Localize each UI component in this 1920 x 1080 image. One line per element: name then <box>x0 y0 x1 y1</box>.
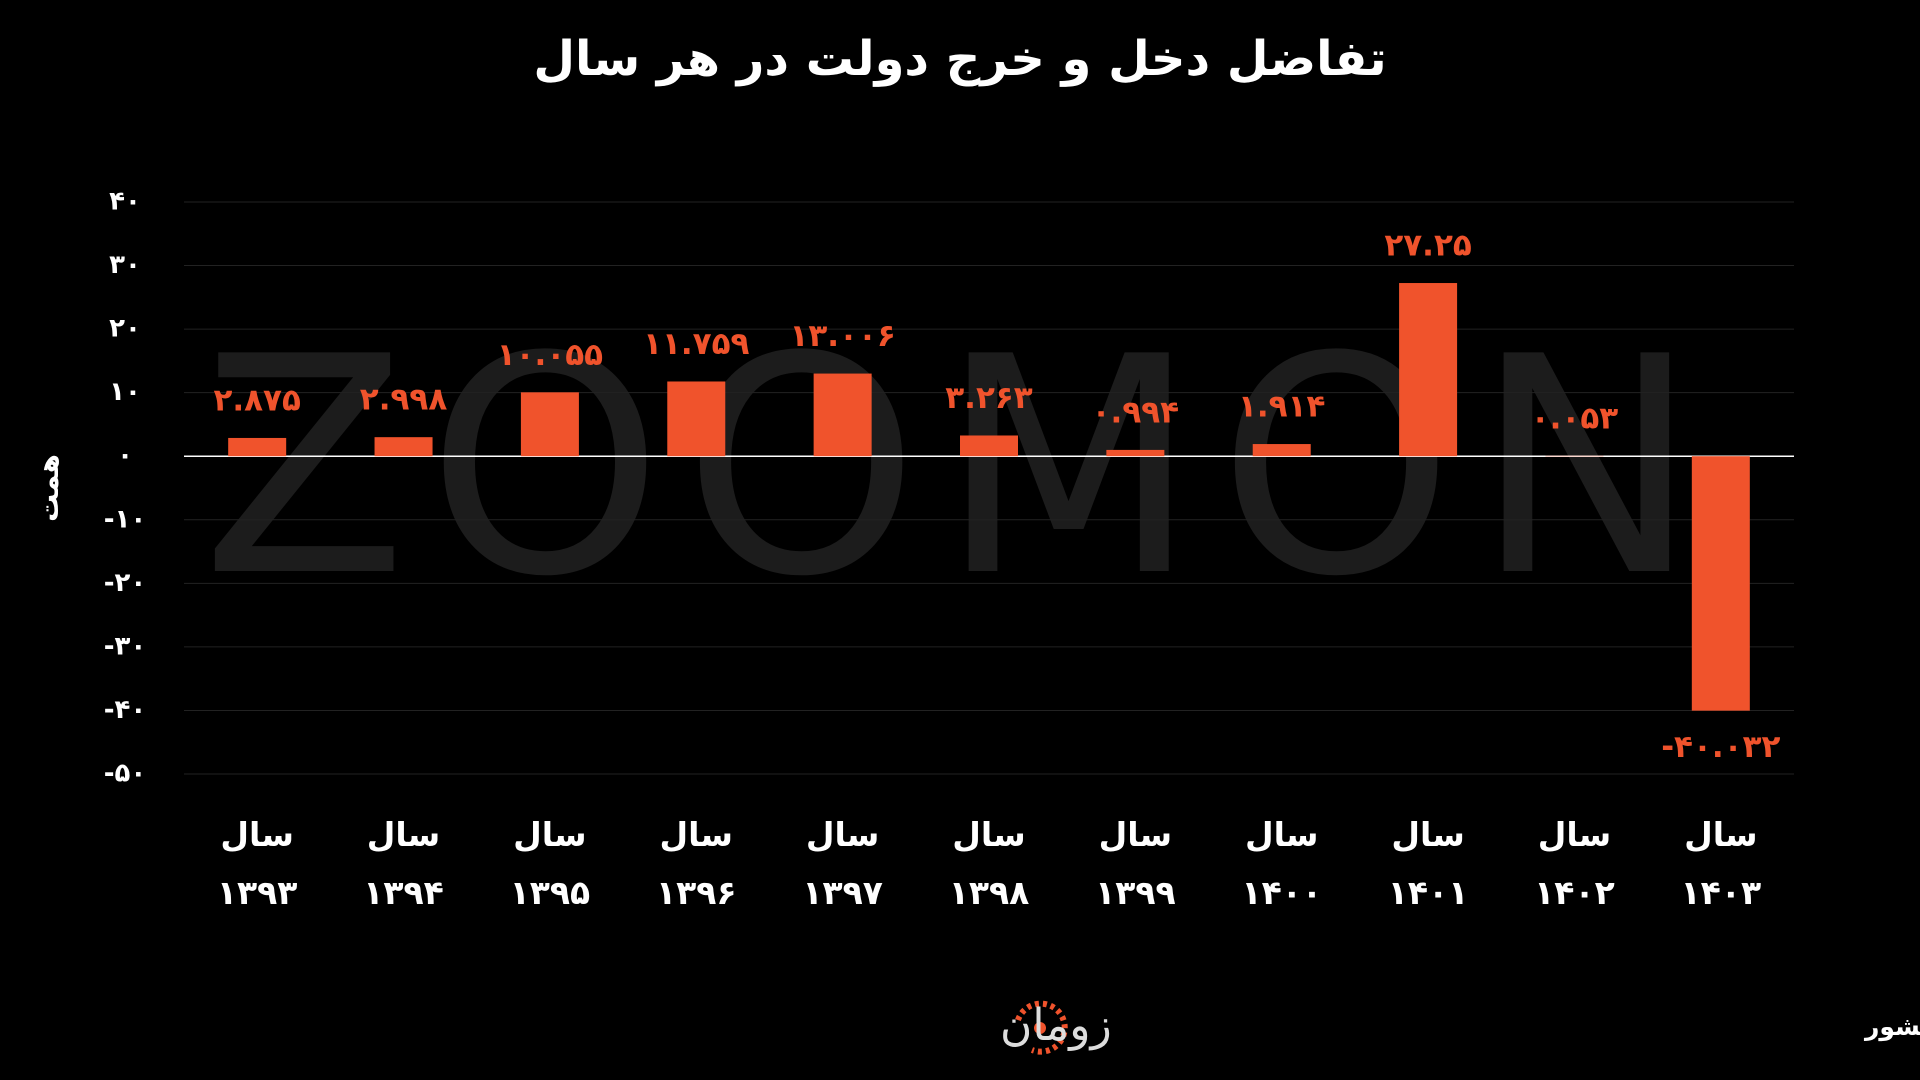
y-axis-label: همت <box>32 454 65 522</box>
x-tick-label: سال ۱۳۹۵ <box>509 815 591 912</box>
y-tick-label: ۲۰ <box>109 314 141 344</box>
bar <box>1399 283 1458 457</box>
bar <box>228 437 287 457</box>
watermark: ZOOMON <box>201 293 1718 642</box>
bar <box>1691 456 1750 711</box>
value-label: ۱۰.۰۵۵ <box>497 337 603 373</box>
y-tick-label: -۳۰ <box>104 631 147 661</box>
bar <box>960 435 1018 457</box>
logo-icon <box>1015 1000 1068 1055</box>
value-label: ۲.۸۷۵ <box>213 382 300 418</box>
bar <box>813 373 872 457</box>
value-label: ۱۱.۷۵۹ <box>643 326 749 362</box>
value-label: ۰.۹۹۴ <box>1092 394 1179 430</box>
value-label: -۴۰.۰۳۲ <box>1661 729 1780 765</box>
source: منبع: گزارش تفریغ بودجه دیوان محاسبات کش… <box>1863 1012 1920 1042</box>
y-tick-label: -۲۰ <box>104 568 147 598</box>
bar <box>667 381 726 457</box>
value-label: ۳.۲۶۳ <box>945 380 1033 416</box>
x-tick-label: سال ۱۳۹۸ <box>948 815 1030 912</box>
x-tick-label: سال ۱۳۹۴ <box>363 815 444 912</box>
x-tick-label: سال ۱۳۹۹ <box>1095 815 1176 912</box>
x-tick-label: سال ۱۴۰۱ <box>1387 815 1469 912</box>
bar <box>374 437 433 457</box>
bar <box>1106 449 1165 457</box>
value-label: ۱۳.۰۰۶ <box>789 318 895 354</box>
value-label: ۰.۰۵۳ <box>1531 400 1619 436</box>
bar <box>1252 444 1311 457</box>
y-tick-label: -۱۰ <box>104 504 147 534</box>
x-tick-label: سال ۱۳۹۶ <box>655 815 737 912</box>
y-tick-label: ۰ <box>117 441 133 471</box>
y-tick-label: ۴۰ <box>109 187 141 217</box>
value-label: ۲۷.۲۵ <box>1384 228 1471 264</box>
y-tick-label: ۱۰ <box>109 377 141 407</box>
x-tick-label: سال ۱۳۹۳ <box>216 815 298 912</box>
chart-title: تفاضل دخل و خرج دولت در هر سال <box>533 31 1386 87</box>
x-tick-label: سال ۱۴۰۲ <box>1534 815 1615 912</box>
bar <box>520 392 579 457</box>
y-tick-label: ۳۰ <box>109 250 141 280</box>
x-tick-label: سال ۱۴۰۳ <box>1680 815 1762 912</box>
x-tick-label: سال ۱۳۹۷ <box>802 815 883 912</box>
value-label: ۱.۹۱۴ <box>1238 389 1325 425</box>
y-tick-label: -۴۰ <box>104 695 147 725</box>
y-tick-label: -۵۰ <box>104 759 147 789</box>
x-tick-label: سال ۱۴۰۰ <box>1241 815 1322 912</box>
logo: زومان <box>1000 1000 1112 1051</box>
value-label: ۲.۹۹۸ <box>360 382 448 418</box>
